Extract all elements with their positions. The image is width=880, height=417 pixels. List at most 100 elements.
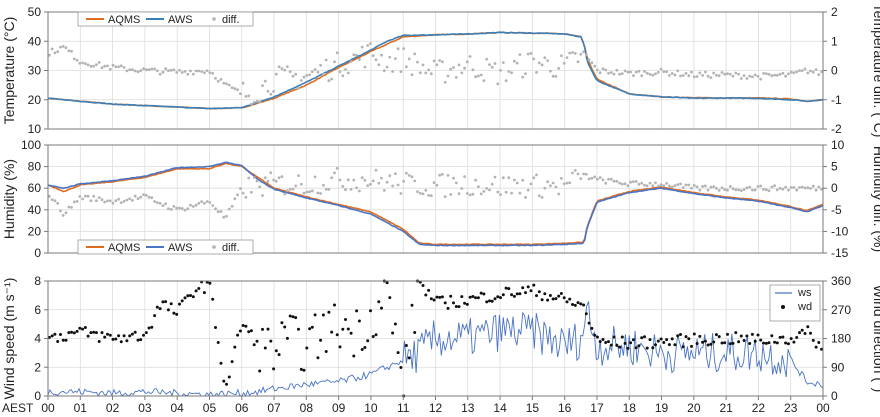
point-diff. xyxy=(247,94,251,98)
point-wd xyxy=(515,292,519,296)
point-diff. xyxy=(582,50,585,54)
point-diff. xyxy=(598,71,602,75)
point-wd xyxy=(623,341,627,345)
point-diff. xyxy=(371,54,375,58)
point-diff. xyxy=(128,68,132,72)
x-tick-label: 09 xyxy=(332,401,346,415)
point-diff. xyxy=(742,74,746,77)
point-diff. xyxy=(288,187,292,191)
point-diff. xyxy=(48,53,51,57)
point-wd xyxy=(778,335,782,339)
point-wd xyxy=(482,292,486,296)
y-tick-label: 2 xyxy=(34,360,41,374)
point-diff. xyxy=(161,70,165,74)
point-diff. xyxy=(244,195,248,199)
point-diff. xyxy=(731,74,735,78)
point-diff. xyxy=(164,202,168,206)
point-wd xyxy=(792,340,796,344)
point-wd xyxy=(255,339,259,343)
point-diff. xyxy=(147,68,151,71)
point-diff. xyxy=(737,188,740,192)
point-diff. xyxy=(543,56,547,60)
y-tick-label: 40 xyxy=(28,34,42,48)
point-wd xyxy=(753,339,757,343)
point-diff. xyxy=(468,193,472,197)
point-diff. xyxy=(524,72,527,76)
point-diff. xyxy=(119,64,123,68)
point-wd xyxy=(684,335,688,339)
point-diff. xyxy=(324,58,328,62)
point-diff. xyxy=(244,95,248,98)
point-diff. xyxy=(676,69,680,73)
point-wd xyxy=(299,367,303,371)
point-wd xyxy=(94,331,98,335)
point-diff. xyxy=(565,181,569,185)
point-wd xyxy=(512,294,516,298)
point-wd xyxy=(806,325,810,329)
point-diff. xyxy=(150,67,154,71)
point-wd xyxy=(601,338,605,341)
point-diff. xyxy=(704,184,707,188)
point-wd xyxy=(521,286,525,290)
point-wd xyxy=(369,309,372,313)
point-diff. xyxy=(200,200,204,204)
point-wd xyxy=(676,334,680,338)
point-diff. xyxy=(490,182,494,186)
point-diff. xyxy=(540,63,544,67)
point-diff. xyxy=(205,200,209,203)
point-wd xyxy=(582,303,586,307)
point-wd xyxy=(814,345,818,349)
point-diff. xyxy=(443,80,447,84)
point-wd xyxy=(421,284,425,287)
point-wd xyxy=(305,346,309,350)
point-wd xyxy=(764,341,768,345)
point-diff. xyxy=(728,72,732,76)
point-diff. xyxy=(349,60,353,63)
point-wd xyxy=(189,294,192,297)
point-diff. xyxy=(208,71,212,75)
y2-tick-label: -15 xyxy=(831,246,849,260)
point-diff. xyxy=(288,70,292,74)
point-diff. xyxy=(432,59,436,63)
point-wd xyxy=(410,303,414,307)
point-wd xyxy=(618,345,622,349)
point-diff. xyxy=(277,65,281,69)
point-diff. xyxy=(322,72,325,76)
point-diff. xyxy=(684,183,688,187)
point-wd xyxy=(554,297,558,301)
point-diff. xyxy=(167,69,170,72)
point-wd xyxy=(202,291,206,295)
point-diff. xyxy=(590,61,594,65)
point-wd xyxy=(346,327,350,331)
point-wd xyxy=(568,297,572,301)
legend-marker-wd xyxy=(781,305,785,309)
point-diff. xyxy=(648,181,652,185)
x-tick-label: 06 xyxy=(235,401,249,415)
point-diff. xyxy=(446,74,450,78)
legend-marker-diff. xyxy=(212,245,216,249)
point-diff. xyxy=(283,68,287,72)
x-tick-label: 00 xyxy=(41,401,55,415)
point-diff. xyxy=(756,185,760,188)
y-tick-label: 30 xyxy=(28,64,42,78)
point-diff. xyxy=(114,65,118,69)
point-diff. xyxy=(211,204,215,207)
point-diff. xyxy=(421,192,425,196)
point-diff. xyxy=(706,74,710,78)
point-wd xyxy=(648,338,652,342)
point-diff. xyxy=(789,186,793,189)
point-wd xyxy=(158,307,162,311)
point-diff. xyxy=(352,178,356,182)
point-wd xyxy=(297,327,300,331)
point-diff. xyxy=(139,195,143,199)
point-diff. xyxy=(673,184,677,188)
point-diff. xyxy=(756,75,760,78)
legend-marker-diff. xyxy=(212,17,216,21)
point-wd xyxy=(349,331,353,335)
point-wd xyxy=(562,296,566,300)
point-diff. xyxy=(726,72,729,76)
point-wd xyxy=(535,294,538,298)
point-wd xyxy=(310,325,314,329)
point-diff. xyxy=(341,74,345,78)
point-diff. xyxy=(477,185,480,189)
